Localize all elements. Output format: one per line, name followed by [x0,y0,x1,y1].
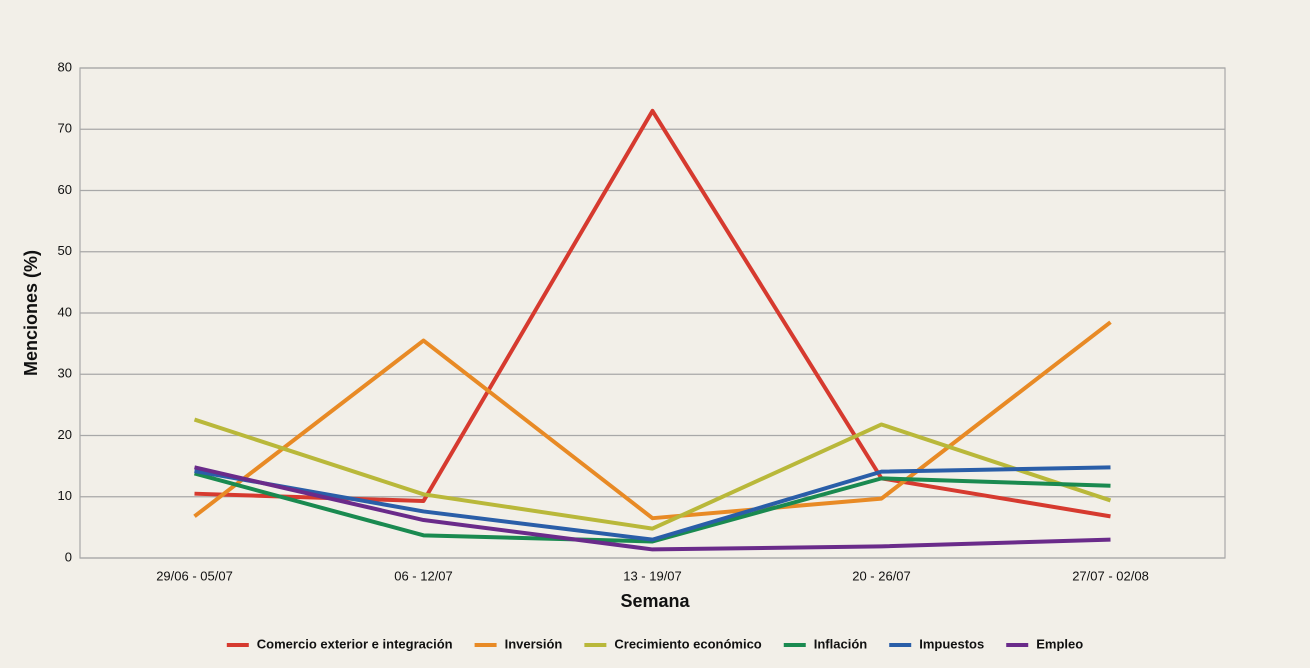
x-tick-label: 29/06 - 05/07 [156,568,233,583]
y-tick-label: 40 [58,304,72,319]
legend-label: Empleo [1036,636,1083,651]
series-line [194,465,1111,542]
y-tick-label: 20 [58,427,72,442]
y-tick-label: 0 [65,549,72,564]
y-tick-label: 50 [58,243,72,258]
y-tick-label: 70 [58,121,72,136]
x-tick-label: 06 - 12/07 [394,568,453,583]
x-tick-label: 13 - 19/07 [623,568,682,583]
x-tick-label: 27/07 - 02/08 [1072,568,1149,583]
x-axis-label: Semana [620,591,690,611]
series-line [193,417,1112,531]
legend-label: Crecimiento económico [614,636,761,651]
y-axis-label: Menciones (%) [21,250,41,376]
legend-label: Impuestos [919,636,984,651]
legend-label: Comercio exterior e integración [257,636,453,651]
y-tick-label: 80 [58,59,72,74]
y-tick-label: 30 [58,366,72,381]
x-tick-label: 20 - 26/07 [852,568,911,583]
legend-label: Inversión [505,636,563,651]
legend-label: Inflación [814,636,868,651]
y-tick-label: 60 [58,182,72,197]
series-line [194,465,1111,552]
series-line [193,320,1112,521]
y-tick-label: 10 [58,488,72,503]
